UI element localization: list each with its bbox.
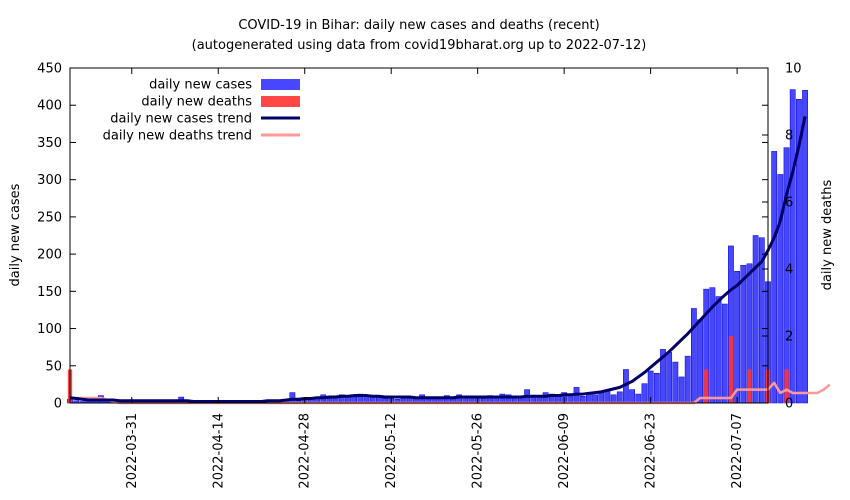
x-tick-label: 2022-04-14 bbox=[211, 413, 226, 489]
x-tick-label: 2022-07-07 bbox=[730, 413, 745, 489]
legend-swatch bbox=[261, 96, 300, 107]
legend: daily new cases daily new deaths daily new… bbox=[103, 78, 300, 144]
cases-bar bbox=[684, 355, 691, 404]
y-tick-label: 50 bbox=[45, 359, 62, 374]
chart-subtitle: (autogenerated using data from covid19bh… bbox=[192, 38, 647, 53]
cases-bar bbox=[641, 383, 648, 404]
y-tick-label: 200 bbox=[37, 248, 62, 263]
deaths-bar bbox=[747, 369, 752, 403]
cases-bar bbox=[616, 391, 623, 404]
cases-bar bbox=[789, 89, 796, 404]
y-axis-label: daily new cases bbox=[8, 183, 23, 286]
cases-bar bbox=[629, 389, 635, 404]
y-tick-label: 350 bbox=[37, 136, 62, 151]
chart-title: COVID-19 in Bihar: daily new cases and d… bbox=[238, 18, 599, 33]
y2-tick-label: 4 bbox=[785, 263, 793, 278]
legend-label: daily new cases trend bbox=[110, 112, 252, 127]
cases-bars bbox=[67, 89, 808, 404]
cases-bar bbox=[666, 352, 673, 404]
cases-bar bbox=[777, 174, 784, 404]
y2-tick-label: 10 bbox=[785, 62, 802, 77]
cases-bar bbox=[734, 270, 740, 404]
x-tick-label: 2022-06-09 bbox=[557, 413, 572, 489]
y-tick-label: 150 bbox=[37, 285, 62, 300]
y-tick-label: 250 bbox=[37, 210, 62, 225]
y-tick-label: 450 bbox=[37, 62, 62, 77]
y2-tick-label: 0 bbox=[785, 397, 793, 412]
cases-bar bbox=[752, 235, 759, 404]
x-tick-label: 2022-05-26 bbox=[471, 413, 486, 489]
cases-bar bbox=[635, 393, 642, 404]
y-tick-label: 0 bbox=[54, 397, 62, 412]
axes: 0 50 100 150 200 250 300 350 400 450 0 2 4 6 8 10 2022-0… bbox=[37, 62, 801, 489]
cases-trend-line bbox=[69, 116, 807, 404]
y2-tick-label: 6 bbox=[785, 196, 793, 211]
deaths-bar bbox=[728, 336, 734, 403]
y-tick-label: 100 bbox=[37, 322, 62, 337]
cases-bar bbox=[796, 99, 802, 404]
x-tick-label: 2022-03-31 bbox=[125, 413, 140, 489]
cases-bar bbox=[740, 265, 747, 404]
cases-bar bbox=[697, 319, 703, 404]
deaths-bar bbox=[704, 369, 709, 403]
y2-axis-label: daily new deaths bbox=[820, 179, 835, 290]
legend-label: daily new deaths bbox=[141, 95, 252, 110]
cases-bar bbox=[715, 296, 722, 404]
y-tick-label: 400 bbox=[37, 99, 62, 114]
x-tick-label: 2022-05-12 bbox=[384, 413, 399, 489]
cases-bar bbox=[691, 308, 697, 404]
legend-label: daily new deaths trend bbox=[103, 129, 252, 144]
legend-swatch bbox=[261, 79, 300, 90]
cases-bar bbox=[653, 372, 660, 404]
cases-bar bbox=[721, 303, 728, 404]
cases-bar bbox=[678, 376, 685, 404]
y2-tick-label: 8 bbox=[785, 129, 793, 144]
cases-bar bbox=[771, 151, 778, 404]
x-tick-label: 2022-04-28 bbox=[298, 413, 313, 489]
y2-tick-label: 2 bbox=[785, 330, 793, 345]
deaths-bar bbox=[784, 369, 789, 403]
x-tick-label: 2022-06-23 bbox=[644, 413, 659, 489]
cases-bar bbox=[802, 90, 808, 404]
y-tick-label: 300 bbox=[37, 173, 62, 188]
plot-frame bbox=[69, 67, 769, 404]
cases-bar bbox=[672, 361, 679, 404]
legend-label: daily new cases bbox=[149, 78, 252, 93]
